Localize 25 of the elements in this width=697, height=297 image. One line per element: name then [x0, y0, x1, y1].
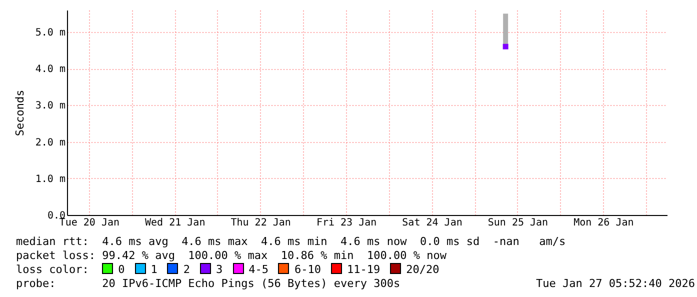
y-tick-label: 5.0 m [35, 27, 66, 38]
x-tick-label: Sat 24 Jan [402, 218, 462, 228]
text: probe: 20 IPv6-ICMP Echo Pings (56 Bytes) every 300s [16, 277, 400, 290]
text: 3 [216, 263, 223, 276]
text: loss color: [16, 263, 90, 276]
x-tick-label: Thu 22 Jan [230, 218, 291, 228]
x-tick-label: Wed 21 Jan [145, 218, 206, 228]
text: 2 [183, 263, 190, 276]
y-axis-title: Seconds [13, 90, 26, 136]
x-tick-label: Sun 25 Jan [488, 218, 548, 228]
text: Tue Jan 27 05:52:40 2026 [536, 277, 695, 290]
y-tick-label: 1.0 m [35, 174, 66, 185]
text: 1 [150, 263, 158, 276]
text: 6-10 [294, 263, 321, 276]
text: 11-19 [346, 263, 380, 276]
text: 0 [118, 263, 125, 276]
y-tick-label: 2.0 m [35, 137, 66, 148]
x-tick-label: Mon 26 Jan [574, 218, 634, 228]
x-tick-label: Fri 23 Jan [316, 218, 377, 228]
y-tick-label: 3.0 m [35, 100, 66, 112]
y-tick-label: 4.0 m [35, 64, 66, 76]
text: 20/20 [406, 263, 440, 276]
text: median rtt: 4.6 ms avg 4.6 ms max 4.6 ms min 4.6 ms now 0.0 ms sd -nan am/s [16, 235, 566, 248]
text: packet loss: 99.42 % avg 100.00 % max 10.86 % min 100.00 % now [16, 249, 446, 262]
text: 4-5 [248, 263, 268, 276]
